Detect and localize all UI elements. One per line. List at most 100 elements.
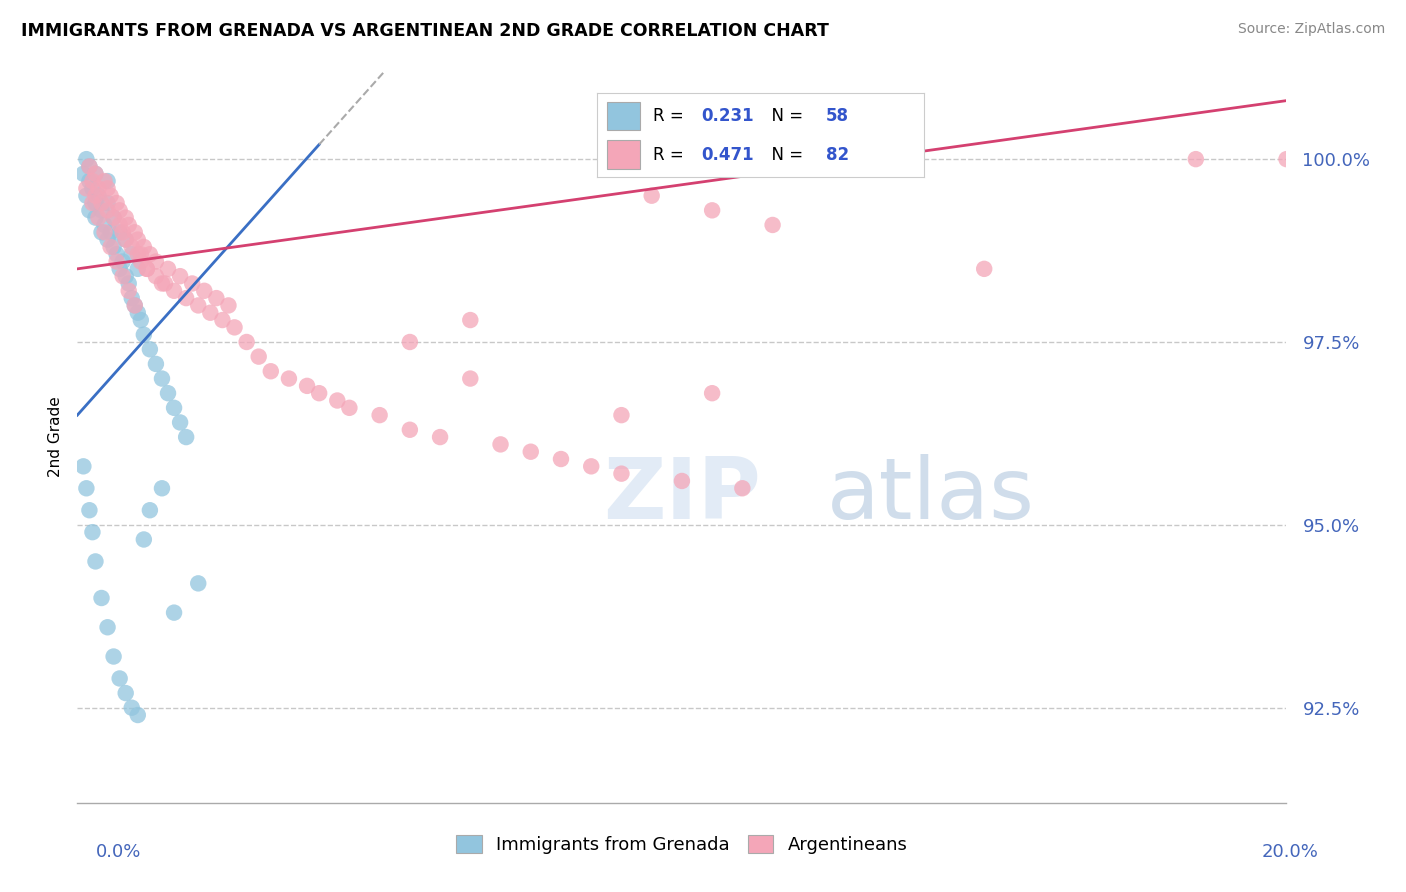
Point bbox=[163, 606, 186, 620]
Point bbox=[187, 576, 209, 591]
Point bbox=[75, 152, 97, 166]
Point bbox=[132, 240, 155, 254]
Point bbox=[278, 371, 301, 385]
Point bbox=[96, 203, 118, 218]
Point bbox=[79, 160, 101, 174]
Point bbox=[96, 174, 118, 188]
Point bbox=[121, 247, 143, 261]
Point bbox=[82, 181, 104, 195]
Point bbox=[90, 591, 112, 605]
Point bbox=[174, 430, 197, 444]
Point bbox=[1185, 152, 1208, 166]
Point bbox=[114, 211, 136, 225]
Point bbox=[90, 203, 112, 218]
Point bbox=[103, 649, 125, 664]
Point bbox=[96, 181, 118, 195]
Point bbox=[520, 444, 543, 458]
Point bbox=[72, 167, 94, 181]
Point bbox=[610, 467, 633, 481]
Point bbox=[731, 481, 754, 495]
Point bbox=[100, 225, 122, 239]
Point bbox=[75, 181, 97, 195]
Point bbox=[87, 211, 110, 225]
Text: atlas: atlas bbox=[827, 454, 1035, 537]
Point bbox=[153, 277, 176, 291]
Point bbox=[121, 700, 143, 714]
Point bbox=[90, 196, 112, 211]
Point bbox=[157, 261, 180, 276]
Point bbox=[90, 225, 112, 239]
Point bbox=[641, 188, 664, 202]
Point bbox=[145, 254, 167, 268]
Text: ZIP: ZIP bbox=[603, 454, 761, 537]
Point bbox=[127, 233, 149, 247]
Point bbox=[429, 430, 451, 444]
Point bbox=[108, 672, 131, 686]
Point bbox=[118, 218, 141, 232]
Point bbox=[610, 408, 633, 422]
Point bbox=[121, 240, 143, 254]
Point bbox=[105, 254, 128, 268]
Point bbox=[489, 437, 512, 451]
Point bbox=[132, 533, 155, 547]
Point bbox=[105, 247, 128, 261]
Point bbox=[100, 240, 122, 254]
Point bbox=[96, 620, 118, 634]
Point bbox=[114, 269, 136, 284]
Point bbox=[84, 211, 107, 225]
Point bbox=[235, 334, 257, 349]
Point bbox=[84, 188, 107, 202]
Point bbox=[163, 284, 186, 298]
Point bbox=[368, 408, 391, 422]
Point bbox=[84, 554, 107, 568]
Point bbox=[139, 503, 162, 517]
Point bbox=[127, 306, 149, 320]
Point bbox=[127, 708, 149, 723]
Y-axis label: 2nd Grade: 2nd Grade bbox=[48, 397, 63, 477]
Point bbox=[93, 174, 115, 188]
Point bbox=[114, 686, 136, 700]
Point bbox=[702, 203, 724, 218]
Point bbox=[260, 364, 283, 378]
Point bbox=[581, 459, 603, 474]
Point bbox=[124, 298, 146, 312]
Point bbox=[108, 218, 131, 232]
Point bbox=[339, 401, 360, 415]
Point bbox=[135, 261, 157, 276]
Point bbox=[84, 167, 107, 181]
Point bbox=[762, 218, 785, 232]
Point bbox=[399, 423, 422, 437]
Point bbox=[75, 481, 97, 495]
Point bbox=[75, 188, 97, 202]
Point bbox=[108, 261, 131, 276]
Point bbox=[84, 167, 107, 181]
Point bbox=[129, 247, 152, 261]
Point bbox=[114, 233, 136, 247]
Point bbox=[100, 188, 122, 202]
Point bbox=[93, 225, 115, 239]
Point bbox=[111, 254, 134, 268]
Point bbox=[135, 261, 157, 276]
Point bbox=[150, 371, 173, 385]
Point bbox=[169, 269, 191, 284]
Point bbox=[187, 298, 209, 312]
Point bbox=[218, 298, 240, 312]
Text: 20.0%: 20.0% bbox=[1263, 843, 1319, 861]
Point bbox=[124, 298, 146, 312]
Point bbox=[96, 196, 118, 211]
Point bbox=[96, 233, 118, 247]
Text: 0.0%: 0.0% bbox=[96, 843, 141, 861]
Point bbox=[702, 386, 724, 401]
Point bbox=[132, 327, 155, 342]
Point bbox=[105, 196, 128, 211]
Point bbox=[174, 291, 197, 305]
Legend: Immigrants from Grenada, Argentineans: Immigrants from Grenada, Argentineans bbox=[447, 826, 917, 863]
Point bbox=[111, 225, 134, 239]
Point bbox=[121, 291, 143, 305]
Point bbox=[399, 334, 422, 349]
Point bbox=[163, 401, 186, 415]
Point bbox=[82, 174, 104, 188]
Point bbox=[93, 218, 115, 232]
Point bbox=[127, 247, 149, 261]
Text: IMMIGRANTS FROM GRENADA VS ARGENTINEAN 2ND GRADE CORRELATION CHART: IMMIGRANTS FROM GRENADA VS ARGENTINEAN 2… bbox=[21, 22, 830, 40]
